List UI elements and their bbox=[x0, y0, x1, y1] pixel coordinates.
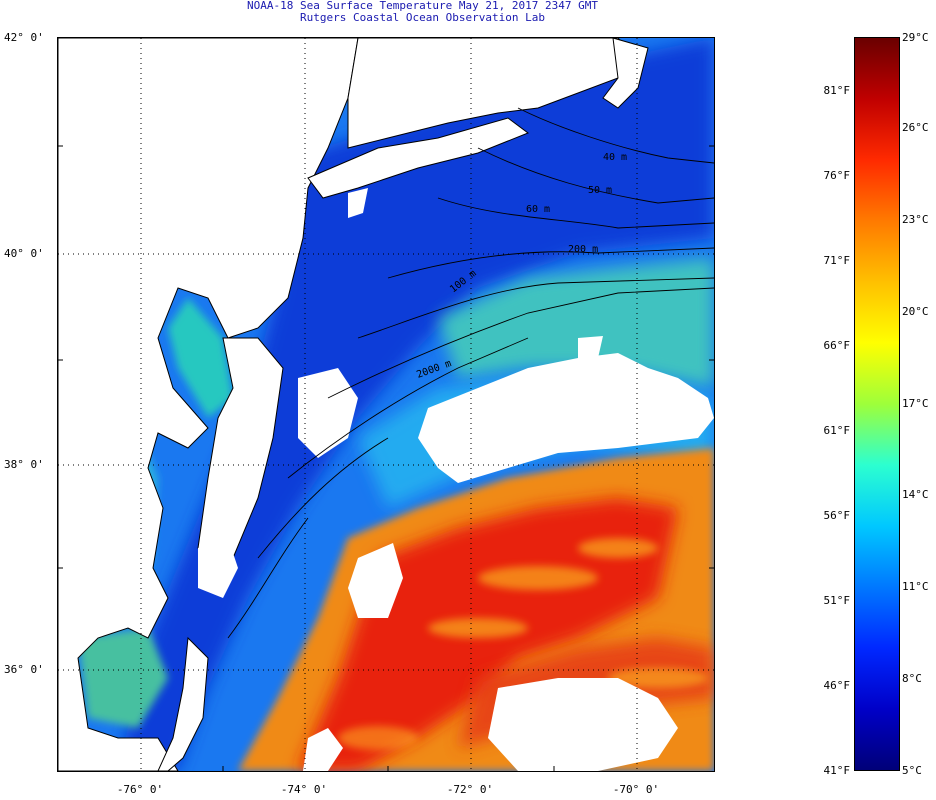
colorbar-c-14: 14°C bbox=[902, 488, 929, 501]
sst-map[interactable]: 40 m 50 m 60 m 200 m 100 m 2000 m bbox=[57, 37, 715, 772]
colorbar-c-29: 29°C bbox=[902, 31, 929, 44]
pamlico-sound bbox=[78, 628, 168, 728]
colorbar-c-26: 26°C bbox=[902, 121, 929, 134]
map-subtitle: Rutgers Coastal Ocean Observation Lab bbox=[299, 11, 546, 24]
colorbar-f-56: 56°F bbox=[823, 509, 851, 522]
land-mainland bbox=[58, 38, 359, 771]
land-outer-banks bbox=[157, 636, 209, 771]
map-edge-ticks bbox=[58, 145, 714, 771]
colorbar-f-51: 51°F bbox=[823, 594, 851, 607]
land-long-island bbox=[307, 117, 530, 199]
contour-label-40m: 40 m bbox=[603, 152, 627, 163]
colorbar-f-71: 71°F bbox=[823, 254, 851, 267]
lon-label-76: -76° 0' bbox=[116, 783, 164, 796]
warm-streaks bbox=[338, 538, 708, 750]
sst-map-canvas: 40 m 50 m 60 m 200 m 100 m 2000 m bbox=[58, 38, 714, 771]
bathymetry-contours bbox=[227, 107, 714, 639]
colorbar-c-11: 11°C bbox=[902, 580, 929, 593]
colorbar-f-81: 81°F bbox=[823, 84, 851, 97]
colorbar-f-46: 46°F bbox=[823, 679, 851, 692]
lon-label-70: -70° 0' bbox=[612, 783, 660, 796]
colorbar-c-8: 8°C bbox=[902, 672, 922, 685]
cloud-cover bbox=[198, 188, 714, 771]
colorbar-c-5: 5°C bbox=[902, 764, 922, 777]
lat-label-42: 42° 0' bbox=[4, 31, 44, 44]
graticule bbox=[58, 38, 714, 771]
contour-label-50m: 50 m bbox=[588, 185, 612, 196]
lat-label-40: 40° 0' bbox=[4, 247, 44, 260]
temperature-colorbar bbox=[854, 37, 900, 771]
colorbar-c-20: 20°C bbox=[902, 305, 929, 318]
colorbar-f-66: 66°F bbox=[823, 339, 851, 352]
delaware-bay bbox=[168, 298, 233, 418]
lon-label-72: -72° 0' bbox=[446, 783, 494, 796]
lat-label-36: 36° 0' bbox=[4, 663, 44, 676]
lat-label-38: 38° 0' bbox=[4, 458, 44, 471]
colorbar-c-23: 23°C bbox=[902, 213, 929, 226]
colorbar-f-76: 76°F bbox=[823, 169, 851, 182]
map-title: NOAA-18 Sea Surface Temperature May 21, … bbox=[247, 0, 598, 12]
contour-label-200m: 200 m bbox=[568, 244, 598, 255]
contour-label-60m: 60 m bbox=[526, 204, 550, 215]
colorbar-f-61: 61°F bbox=[823, 424, 851, 437]
land-cape-cod bbox=[602, 38, 649, 109]
colorbar-f-41: 41°F bbox=[823, 764, 851, 777]
colorbar-c-17: 17°C bbox=[902, 397, 929, 410]
lon-label-74: -74° 0' bbox=[280, 783, 328, 796]
